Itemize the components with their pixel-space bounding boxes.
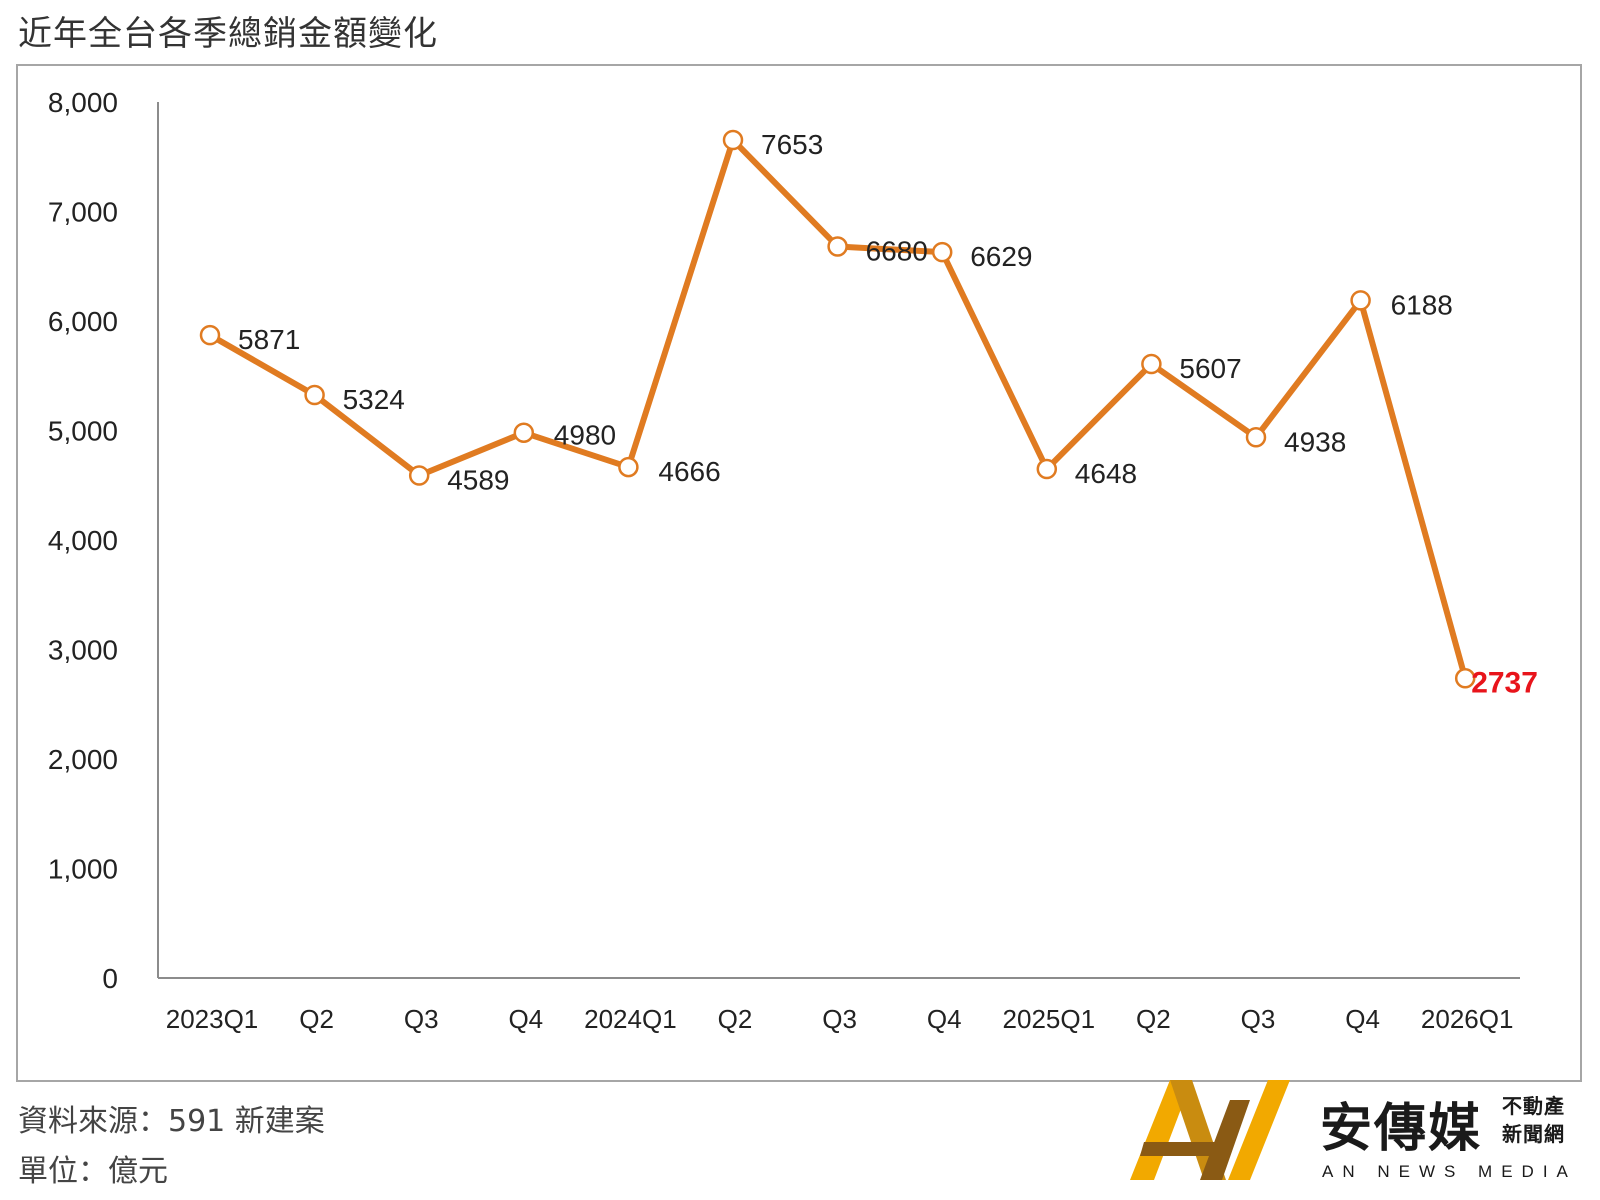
- x-tick-label: Q2: [299, 1004, 334, 1034]
- data-label: 5607: [1179, 353, 1241, 384]
- x-tick-label: Q3: [404, 1004, 439, 1034]
- data-point-marker: [408, 465, 430, 486]
- y-tick-label: 5,000: [48, 416, 118, 447]
- logo-name-cn: 安傳媒: [1320, 1099, 1483, 1159]
- x-tick-label: 2023Q1: [166, 1004, 259, 1034]
- chart-frame: 0 1,000 2,000 3,000 4,000 5,000 6,000 7,000 8,00…: [16, 64, 1582, 1082]
- data-point-marker: [1036, 458, 1058, 480]
- data-point-marker: [827, 236, 848, 257]
- data-label: 5324: [343, 384, 405, 415]
- x-tick-label: 2024Q1: [584, 1004, 677, 1034]
- y-tick-label: 8,000: [48, 87, 118, 118]
- y-tick-label: 4,000: [48, 525, 118, 556]
- y-tick-label: 2,000: [48, 744, 118, 775]
- data-label: 4589: [447, 465, 509, 496]
- data-label: 6680: [866, 236, 928, 267]
- y-tick-label: 3,000: [48, 635, 118, 666]
- data-point-marker: [1245, 427, 1267, 448]
- x-tick-label: 2025Q1: [1003, 1004, 1096, 1034]
- logo-tagline-1: 不動產: [1502, 1094, 1565, 1118]
- data-label: 4980: [554, 420, 616, 451]
- y-tick-label: 1,000: [48, 854, 118, 885]
- data-point-marker: [722, 129, 744, 151]
- y-tick-label: 0: [102, 963, 118, 994]
- data-label: 6629: [970, 241, 1032, 272]
- data-label: 7653: [761, 129, 823, 160]
- data-label: 6188: [1391, 289, 1453, 320]
- data-point-marker: [931, 241, 953, 263]
- x-tick-label: Q4: [927, 1004, 962, 1034]
- data-label: 2737: [1471, 666, 1538, 699]
- data-point-marker: [304, 384, 325, 406]
- data-label: 5871: [238, 324, 300, 355]
- y-tick-label: 6,000: [48, 306, 118, 337]
- x-tick-label: Q4: [508, 1004, 543, 1034]
- y-tick-label: 7,000: [48, 197, 118, 228]
- an-news-media-logo: 安傳媒 不動產 新聞網 AN NEWS MEDIA: [1130, 1080, 1590, 1190]
- data-point-marker: [1350, 290, 1371, 311]
- data-point-marker: [1454, 668, 1476, 689]
- source-note: 資料來源：591 新建案: [18, 1104, 325, 1139]
- x-tick-label: Q2: [718, 1004, 753, 1034]
- chart-title: 近年全台各季總銷金額變化: [18, 14, 438, 54]
- data-label: 4666: [658, 456, 720, 487]
- unit-note: 單位：億元: [18, 1154, 168, 1189]
- x-tick-label: Q3: [822, 1004, 857, 1034]
- logo-mark-icon: [1130, 1080, 1290, 1180]
- x-tick-label: Q4: [1345, 1004, 1380, 1034]
- data-point-marker: [513, 422, 535, 443]
- logo-tagline-2: 新聞網: [1502, 1122, 1565, 1146]
- x-tick-label: 2026Q1: [1421, 1004, 1514, 1034]
- data-point-marker: [618, 456, 639, 478]
- x-tick-label: Q3: [1241, 1004, 1276, 1034]
- logo-name-en: AN NEWS MEDIA: [1322, 1162, 1577, 1181]
- x-tick-label: Q2: [1136, 1004, 1171, 1034]
- data-label: 4938: [1284, 426, 1346, 457]
- data-point-marker: [199, 324, 221, 346]
- data-label: 4648: [1075, 458, 1137, 489]
- data-point-marker: [1141, 353, 1162, 375]
- line-chart: 0 1,000 2,000 3,000 4,000 5,000 6,000 7,000 8,00…: [48, 87, 1538, 1034]
